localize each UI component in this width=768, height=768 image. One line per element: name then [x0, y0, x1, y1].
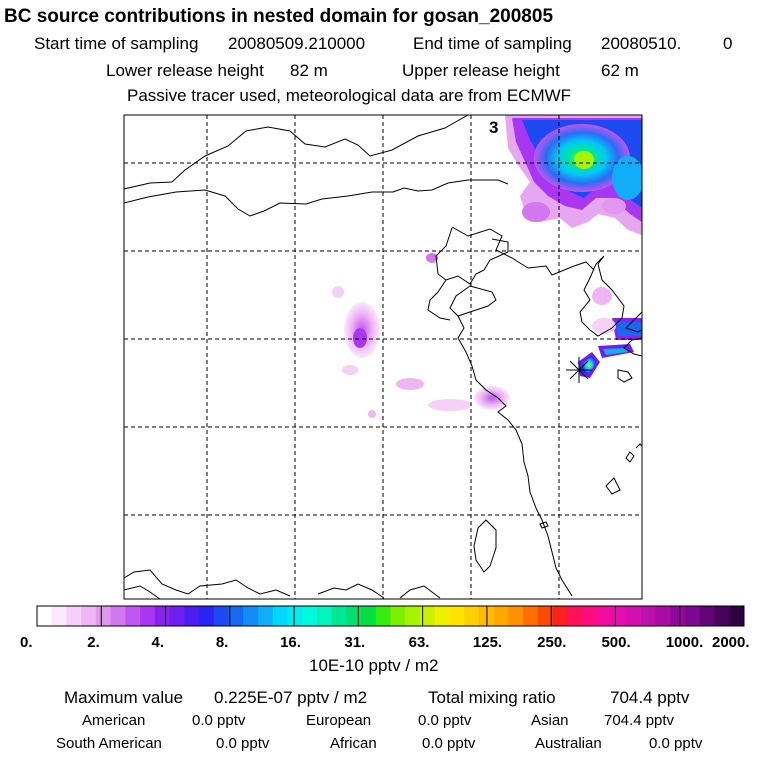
- plume-inland: [332, 253, 510, 418]
- colorbar-cell: [154, 606, 170, 626]
- australian-label: Australian: [535, 735, 602, 752]
- colorbar-cell: [581, 606, 598, 626]
- european-label: European: [306, 712, 372, 729]
- colorbar-cell: [611, 606, 627, 626]
- max-value-label: Maximum value: [64, 688, 184, 707]
- colorbar-tick-label: 500.: [601, 634, 630, 651]
- colorbar-cell: [316, 606, 332, 626]
- colorbar-tick-label: 125.: [473, 634, 502, 651]
- colorbar-cell: [184, 606, 200, 626]
- colorbar-frame: [36, 605, 745, 627]
- max-value: 0.225E-07 pptv / m2: [214, 688, 368, 707]
- american-value: 0.0 pptv: [192, 712, 246, 729]
- colorbar-cell: [419, 606, 436, 626]
- colorbar-cell: [257, 606, 274, 626]
- colorbar-cell: [655, 606, 671, 626]
- colorbar-cell: [699, 606, 715, 626]
- start-time-value: 20080509.210000: [228, 34, 366, 53]
- colorbar-unit-label: 10E-10 pptv / m2: [309, 656, 439, 675]
- colorbar-cell: [493, 606, 509, 626]
- asian-value: 704.4 pptv: [604, 712, 675, 729]
- colorbar-cell: [95, 606, 112, 626]
- panel-number: 3: [489, 118, 498, 137]
- colorbar-tick-label: 4.: [152, 634, 165, 651]
- south-american-label: South American: [56, 735, 162, 752]
- end-time-extra: 0: [723, 34, 733, 53]
- chart-title: BC source contributions in nested domain…: [4, 6, 554, 27]
- colorbar-cell: [37, 606, 53, 626]
- colorbar-cell: [140, 606, 156, 626]
- colorbar-cell: [66, 606, 82, 626]
- colorbar-tick-label: 2000.: [712, 634, 750, 651]
- american-label: American: [82, 712, 146, 729]
- colorbar-cell: [405, 606, 421, 626]
- colorbar-cell: [390, 606, 406, 626]
- end-time-value: 20080510.: [601, 34, 682, 53]
- colorbar-cell: [302, 606, 318, 626]
- colorbar-tick-label: 63.: [409, 634, 430, 651]
- colorbar-cell: [287, 606, 303, 626]
- european-value: 0.0 pptv: [418, 712, 472, 729]
- colorbar-cell: [670, 606, 686, 626]
- colorbar-cell: [51, 606, 67, 626]
- colorbar-cell: [125, 606, 141, 626]
- asian-label: Asian: [531, 712, 569, 729]
- colorbar-cell: [567, 606, 583, 626]
- colorbar-cell: [331, 606, 347, 626]
- colorbar-cell: [626, 606, 642, 626]
- colorbar-cell: [685, 606, 701, 626]
- colorbar-cell: [552, 606, 568, 626]
- australian-value: 0.0 pptv: [649, 735, 703, 752]
- upper-height-label: Upper release height: [402, 61, 560, 80]
- colorbar-tick-label: 250.: [537, 634, 566, 651]
- colorbar-cell: [714, 606, 730, 626]
- colorbar-cell: [243, 606, 259, 626]
- upper-height-value: 62 m: [601, 61, 639, 80]
- colorbar-cell: [346, 606, 362, 626]
- south-american-value: 0.0 pptv: [216, 735, 270, 752]
- graticule: [124, 115, 642, 599]
- colorbar-cell: [523, 606, 539, 626]
- colorbar-cell: [199, 606, 215, 626]
- lower-height-label: Lower release height: [106, 61, 264, 80]
- plume-northeast: [505, 115, 642, 235]
- african-value: 0.0 pptv: [422, 735, 476, 752]
- colorbar-tick-label: 0.: [20, 634, 33, 651]
- colorbar-cell: [375, 606, 391, 626]
- colorbar-cell: [361, 606, 377, 626]
- coastlines: [124, 115, 642, 599]
- colorbar-cell: [81, 606, 97, 626]
- end-time-label: End time of sampling: [413, 34, 572, 53]
- colorbar-cell: [640, 606, 657, 626]
- colorbar-cell: [434, 606, 450, 626]
- colorbar-tick-label: 1000.: [666, 634, 704, 651]
- colorbar-cell: [596, 606, 612, 626]
- colorbar-tick-label: 31.: [344, 634, 365, 651]
- colorbar-tick-label: 2.: [87, 634, 100, 651]
- colorbar-tick-label: 16.: [280, 634, 301, 651]
- colorbar-cell: [537, 606, 553, 626]
- colorbar-cell: [110, 606, 126, 626]
- lower-height-value: 82 m: [290, 61, 328, 80]
- colorbar-cell: [464, 606, 480, 626]
- note-text: Passive tracer used, meteorological data…: [127, 86, 572, 105]
- map-frame: [123, 114, 643, 600]
- colorbar-cell: [729, 606, 745, 626]
- total-mixing-label: Total mixing ratio: [428, 688, 556, 707]
- colorbar-tick-label: 8.: [216, 634, 229, 651]
- start-time-label: Start time of sampling: [34, 34, 199, 53]
- colorbar-cell: [213, 606, 229, 626]
- total-mixing-value: 704.4 pptv: [610, 688, 690, 707]
- colorbar-cell: [449, 606, 465, 626]
- colorbar-cell: [169, 606, 185, 626]
- colorbar-cell: [228, 606, 244, 626]
- receptor-marker-icon: [566, 357, 592, 383]
- african-label: African: [330, 735, 377, 752]
- colorbar-cell: [508, 606, 524, 626]
- colorbar-cell: [272, 606, 288, 626]
